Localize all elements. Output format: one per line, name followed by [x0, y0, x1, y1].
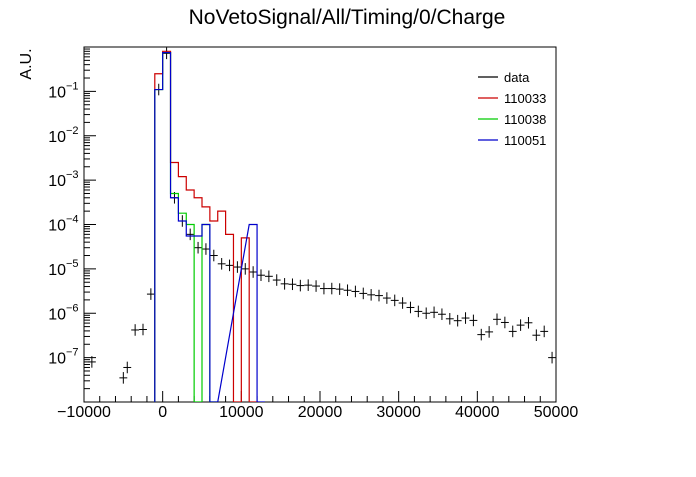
data-point [493, 313, 501, 326]
y-tick-label: 10 [48, 129, 66, 146]
legend-label-110038: 110038 [504, 112, 546, 127]
data-point [367, 289, 376, 301]
data-point [296, 279, 305, 292]
data-point [249, 266, 258, 278]
y-tick-label: 10 [48, 84, 66, 101]
x-tick-label: 40000 [455, 404, 500, 421]
data-point [119, 372, 128, 384]
data-point [422, 307, 431, 320]
data-point [87, 356, 96, 368]
data-point [414, 305, 423, 318]
data-point [390, 294, 399, 307]
data-point [320, 282, 328, 295]
data-point [540, 325, 549, 338]
data-point [217, 258, 226, 270]
data-point [406, 301, 415, 314]
data-point [453, 314, 462, 327]
y-tick-exponent: −7 [66, 347, 79, 359]
x-tick-label: −10000 [57, 404, 111, 421]
legend: data 110033 110038 110051 [478, 70, 546, 148]
data-point [304, 279, 313, 291]
data-point [312, 280, 320, 292]
x-tick-label: 30000 [376, 404, 421, 421]
x-tick-label: 20000 [298, 404, 343, 421]
legend-label-110051: 110051 [504, 133, 546, 148]
data-point [445, 313, 454, 325]
data-point [257, 269, 265, 281]
data-point [485, 326, 494, 338]
data-point [351, 285, 360, 298]
data-point [438, 308, 446, 321]
data-point [233, 261, 242, 273]
y-tick-exponent: −5 [66, 258, 79, 270]
data-point [123, 361, 132, 374]
data-point [382, 292, 391, 304]
y-tick-exponent: −3 [66, 169, 79, 181]
y-tick-exponent: −4 [66, 214, 79, 226]
data-point [162, 47, 171, 60]
data-point [225, 259, 234, 272]
data-point [146, 288, 155, 300]
data-point [264, 270, 273, 283]
data-point [532, 329, 541, 341]
data-point [564, 352, 572, 364]
y-axis-label: A.U. [18, 48, 35, 79]
data-point [572, 330, 580, 342]
data-point [430, 306, 438, 319]
data-point [359, 287, 368, 300]
data-point [398, 297, 407, 309]
x-tick-label: 0 [158, 404, 167, 421]
y-tick-exponent: −6 [66, 302, 79, 314]
series-group [87, 47, 580, 402]
x-tick-label: 50000 [534, 404, 579, 421]
data-point [477, 328, 486, 341]
data-point [202, 243, 210, 255]
data-point [272, 274, 281, 286]
data-point [375, 289, 383, 302]
data-point [500, 316, 509, 329]
legend-label-data: data [504, 70, 530, 85]
y-tick-label: 10 [48, 218, 66, 235]
data-point [139, 323, 147, 336]
data-point [461, 312, 470, 324]
data-point [209, 249, 218, 262]
data-point [280, 278, 289, 290]
y-tick-label: 10 [48, 306, 66, 323]
legend-label-110033: 110033 [504, 91, 546, 106]
data-point [343, 284, 352, 297]
data-point [288, 278, 297, 291]
data-point [469, 314, 478, 327]
data-point [131, 324, 140, 336]
data-point [508, 325, 517, 338]
y-tick-exponent: −1 [66, 80, 79, 92]
data-point [335, 283, 344, 295]
data-point [548, 351, 556, 364]
data-point [186, 228, 195, 241]
y-tick-label: 10 [48, 173, 66, 190]
series-line-110051 [154, 51, 265, 402]
data-point [241, 263, 250, 275]
y-tick-label: 10 [48, 262, 66, 279]
data-point [556, 329, 564, 341]
data-point [194, 241, 202, 254]
y-tick-label: 10 [48, 351, 66, 368]
plot-area: −10000 0 10000 20000 30000 40000 5000010−710−6… [48, 46, 580, 421]
y-tick-exponent: −2 [66, 125, 79, 137]
x-tick-label: 10000 [219, 404, 264, 421]
chart-title: NoVetoSignal/All/Timing/0/Charge [189, 6, 506, 29]
data-point [516, 319, 525, 331]
data-point [524, 316, 533, 329]
data-point [327, 282, 336, 295]
